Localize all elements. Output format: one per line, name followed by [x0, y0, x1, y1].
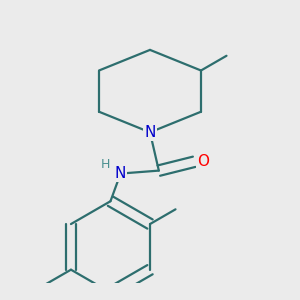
- Text: H: H: [101, 158, 110, 171]
- Text: N: N: [144, 125, 156, 140]
- Text: O: O: [197, 154, 209, 169]
- Text: N: N: [115, 166, 126, 181]
